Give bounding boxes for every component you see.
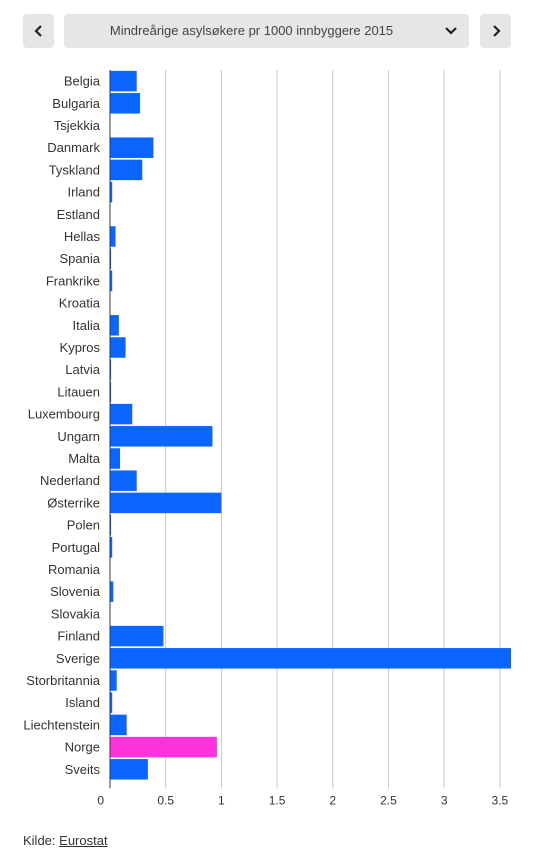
category-label: Portugal (52, 540, 101, 555)
indicator-select-value: Mindreårige asylsøkere pr 1000 innbygger… (109, 23, 394, 38)
category-label: Slovakia (51, 606, 101, 621)
category-label: Sverige (56, 651, 100, 666)
previous-button[interactable] (23, 14, 54, 48)
bar-chart: Belgia Bulgaria Tsjekkia Danmark Tyskland Irl… (23, 70, 511, 807)
category-label: Nederland (40, 473, 100, 488)
category-label: Norge (65, 740, 100, 755)
bar (110, 736, 217, 758)
bar (110, 159, 143, 181)
x-tick-label: 2.5 (380, 793, 397, 807)
bar (110, 70, 137, 92)
bar (110, 514, 112, 536)
bar (110, 137, 154, 158)
category-label: Slovenia (50, 584, 101, 599)
category-label: Sveits (65, 762, 101, 777)
chevron-left-icon (33, 25, 42, 37)
x-tick-label: 2 (329, 793, 336, 807)
bar (110, 537, 113, 558)
category-label: Island (65, 695, 100, 710)
category-label: Ungarn (57, 429, 100, 444)
category-label: Malta (68, 451, 101, 466)
source-link[interactable]: Eurostat (59, 833, 108, 848)
category-label: Romania (48, 562, 101, 577)
category-label: Tsjekkia (54, 118, 101, 133)
x-tick-label: 3 (441, 793, 448, 807)
bar (110, 270, 113, 292)
top-bar: Mindreårige asylsøkere pr 1000 innbygger… (0, 0, 539, 60)
category-label: Luxembourg (28, 407, 100, 422)
indicator-select[interactable]: Mindreårige asylsøkere pr 1000 innbygger… (64, 14, 469, 48)
next-button[interactable] (480, 14, 511, 48)
source-label: Kilde: (23, 833, 56, 848)
bar (110, 759, 148, 780)
category-label: Liechtenstein (23, 717, 100, 732)
category-label: Kypros (60, 340, 101, 355)
category-label: Tyskland (49, 162, 100, 177)
bar (110, 470, 137, 491)
category-label: Hellas (64, 229, 101, 244)
bar (110, 426, 213, 447)
x-tick-label: 1.5 (269, 793, 286, 807)
x-tick-label: 0 (97, 793, 104, 807)
category-label: Østerrike (47, 495, 100, 510)
category-label: Belgia (64, 74, 101, 89)
bar (110, 315, 119, 336)
x-tick-label: 1 (218, 793, 225, 807)
category-label: Litauen (57, 384, 100, 399)
bar (110, 648, 511, 669)
bar (110, 625, 164, 647)
category-label: Storbritannia (26, 673, 100, 688)
category-label: Danmark (47, 140, 100, 155)
bar (110, 359, 112, 380)
bar (110, 337, 126, 358)
category-label: Spania (60, 251, 101, 266)
bar (110, 581, 114, 602)
category-label: Estland (57, 207, 100, 222)
bar (110, 381, 112, 403)
category-label: Italia (73, 318, 101, 333)
category-label: Kroatia (59, 296, 101, 311)
category-label: Irland (67, 185, 100, 200)
bar (110, 226, 116, 247)
chevron-right-icon (492, 25, 501, 37)
bar (110, 403, 133, 425)
bar (110, 93, 141, 114)
category-label: Bulgaria (52, 96, 100, 111)
bar (110, 670, 117, 691)
category-label: Frankrike (46, 273, 100, 288)
source-note: Kilde: Eurostat (23, 833, 108, 848)
chevron-down-icon (445, 27, 457, 35)
x-tick-label: 0.5 (157, 793, 174, 807)
category-label: Finland (57, 629, 100, 644)
bar (110, 714, 127, 736)
category-label: Polen (67, 518, 100, 533)
bar (110, 248, 112, 269)
bar (110, 448, 121, 469)
bar (110, 181, 113, 203)
bar (110, 692, 113, 713)
bar (110, 492, 222, 514)
category-label: Latvia (65, 362, 100, 377)
x-tick-label: 3.5 (492, 793, 509, 807)
